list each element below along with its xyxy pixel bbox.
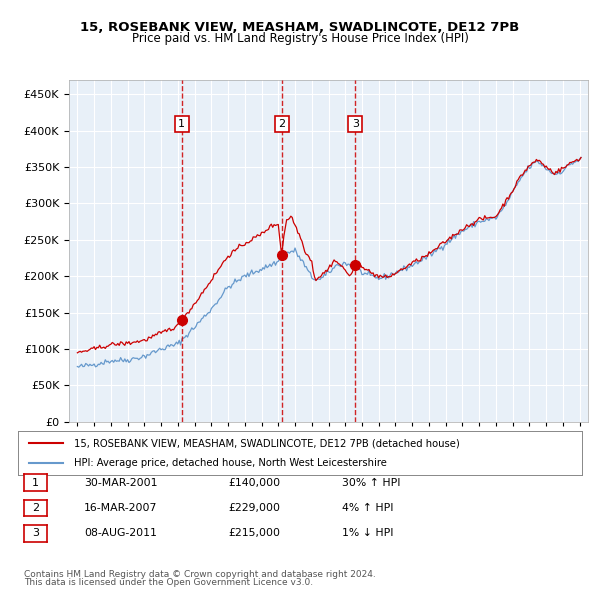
Text: 08-AUG-2011: 08-AUG-2011	[84, 529, 157, 538]
Text: Contains HM Land Registry data © Crown copyright and database right 2024.: Contains HM Land Registry data © Crown c…	[24, 571, 376, 579]
Text: HPI: Average price, detached house, North West Leicestershire: HPI: Average price, detached house, Nort…	[74, 458, 387, 467]
Text: £140,000: £140,000	[228, 478, 280, 487]
Text: 15, ROSEBANK VIEW, MEASHAM, SWADLINCOTE, DE12 7PB (detached house): 15, ROSEBANK VIEW, MEASHAM, SWADLINCOTE,…	[74, 438, 460, 448]
Text: 30-MAR-2001: 30-MAR-2001	[84, 478, 157, 487]
Text: 2: 2	[32, 503, 39, 513]
Text: 1% ↓ HPI: 1% ↓ HPI	[342, 529, 394, 538]
Text: £215,000: £215,000	[228, 529, 280, 538]
Text: 1: 1	[178, 119, 185, 129]
Text: 3: 3	[352, 119, 359, 129]
Text: 3: 3	[32, 529, 39, 538]
Text: 30% ↑ HPI: 30% ↑ HPI	[342, 478, 401, 487]
Text: 16-MAR-2007: 16-MAR-2007	[84, 503, 157, 513]
Text: This data is licensed under the Open Government Licence v3.0.: This data is licensed under the Open Gov…	[24, 578, 313, 587]
Text: 2: 2	[278, 119, 285, 129]
Text: Price paid vs. HM Land Registry's House Price Index (HPI): Price paid vs. HM Land Registry's House …	[131, 32, 469, 45]
Text: 1: 1	[32, 478, 39, 487]
Text: 15, ROSEBANK VIEW, MEASHAM, SWADLINCOTE, DE12 7PB: 15, ROSEBANK VIEW, MEASHAM, SWADLINCOTE,…	[80, 21, 520, 34]
Text: 4% ↑ HPI: 4% ↑ HPI	[342, 503, 394, 513]
Text: £229,000: £229,000	[228, 503, 280, 513]
